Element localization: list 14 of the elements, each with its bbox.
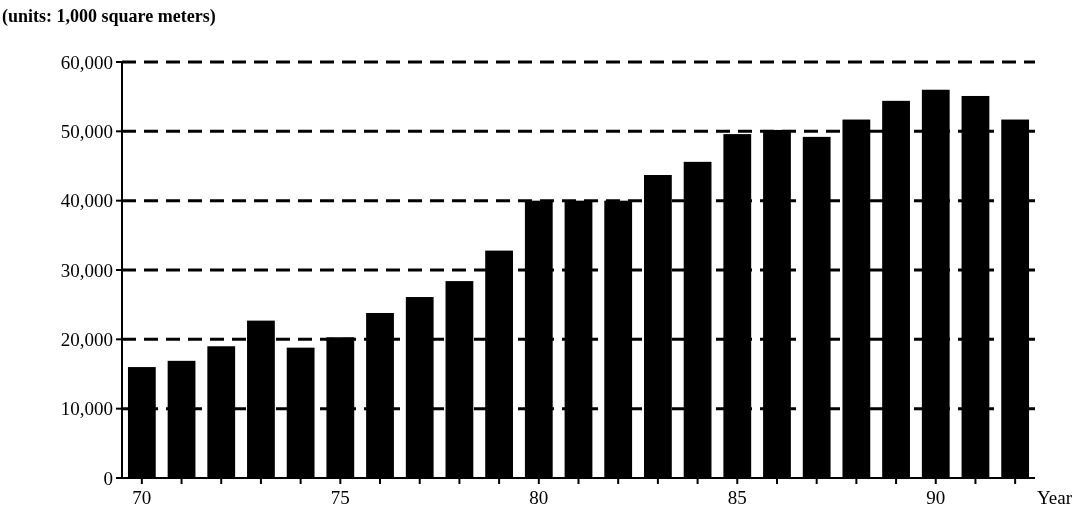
x-tick-label: 90 xyxy=(926,487,946,508)
x-tick-label: 85 xyxy=(727,487,747,508)
y-tick-label: 50,000 xyxy=(60,120,113,142)
x-tick-label: 70 xyxy=(132,487,152,508)
x-tick-label: 75 xyxy=(330,487,350,508)
y-tick-label: 60,000 xyxy=(60,51,113,73)
y-tick-label: 30,000 xyxy=(60,259,113,281)
y-tick-label: 0 xyxy=(103,467,113,489)
y-tick-label: 10,000 xyxy=(60,398,113,420)
y-axis-title: (units: 1,000 square meters) xyxy=(2,6,216,27)
x-tick-label: 80 xyxy=(529,487,549,508)
x-axis-title: Year xyxy=(1036,487,1073,508)
y-tick-label: 40,000 xyxy=(60,190,113,212)
y-tick-label: 20,000 xyxy=(60,328,113,350)
